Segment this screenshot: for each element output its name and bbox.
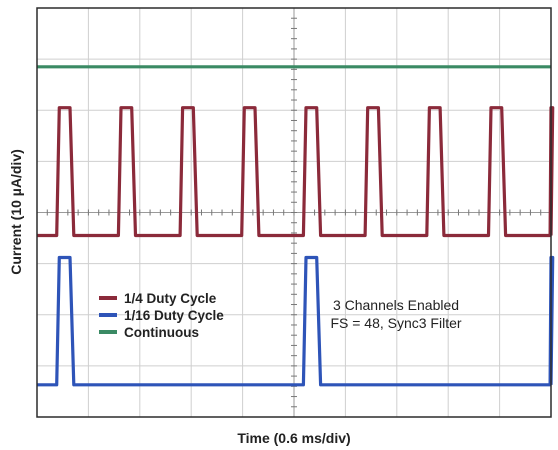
plot-frame — [36, 7, 552, 418]
x-axis-label: Time (0.6 ms/div) — [237, 430, 350, 446]
legend-label-quarter-duty: 1/4 Duty Cycle — [124, 291, 217, 306]
y-axis-label: Current (10 µA/div) — [8, 149, 24, 275]
legend: 1/4 Duty Cycle 1/16 Duty Cycle Continuou… — [99, 291, 224, 340]
series-line-1-4-duty-cycle — [37, 106, 555, 238]
annotation-line-2: FS = 48, Sync3 Filter — [330, 315, 461, 331]
grid — [36, 7, 552, 418]
legend-label-continuous: Continuous — [124, 325, 199, 340]
legend-label-sixteenth-duty: 1/16 Duty Cycle — [124, 308, 224, 323]
annotation: 3 Channels Enabled FS = 48, Sync3 Filter — [330, 297, 461, 331]
annotation-line-1: 3 Channels Enabled — [333, 297, 459, 313]
